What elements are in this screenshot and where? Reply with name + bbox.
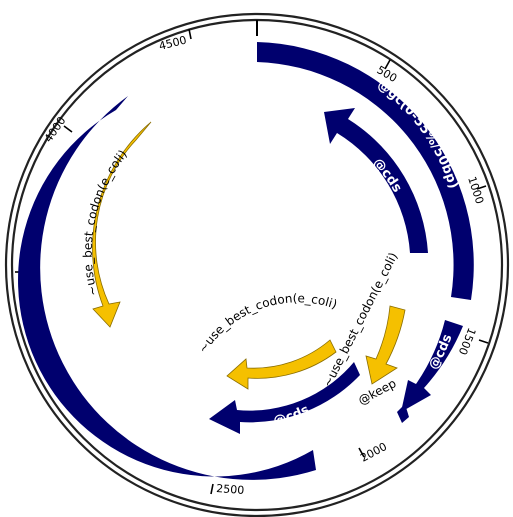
tick-label-2000: 2000 [358, 440, 389, 465]
tick-label-4500: 4500 [158, 34, 188, 53]
scale-tick-2000: 2000 [358, 440, 389, 465]
scale-tick-2500: 2500 [210, 482, 245, 497]
annotation-codon-bottom-arrow[interactable] [226, 339, 337, 390]
annotation-codon-left-label: ~use_best_codon(e_coli) [81, 147, 130, 297]
feature-gc-arc[interactable] [257, 42, 474, 300]
feature-keep-block[interactable] [397, 404, 409, 423]
feature-cds-right-label: @cds [426, 332, 456, 372]
scale-tick-1000: 1000 [465, 175, 487, 206]
annotation-codon-mid-arrow[interactable] [365, 305, 406, 385]
scale-tick-4000: 4000 [42, 114, 73, 145]
feature-cds-right-arrow[interactable] [401, 320, 463, 412]
tick-label-1000: 1000 [465, 175, 486, 206]
feature-cds-bottom-arrow[interactable] [209, 362, 360, 434]
feature-cds-inner-arrow[interactable] [324, 108, 428, 253]
annotation-codon-left-arrow[interactable] [92, 121, 152, 328]
tick-label-2500: 2500 [216, 482, 245, 497]
backbone-outer-ring [4, 12, 510, 517]
annotation-codon-bottom-label: ~use_best_codon(e_coli) [196, 291, 339, 355]
